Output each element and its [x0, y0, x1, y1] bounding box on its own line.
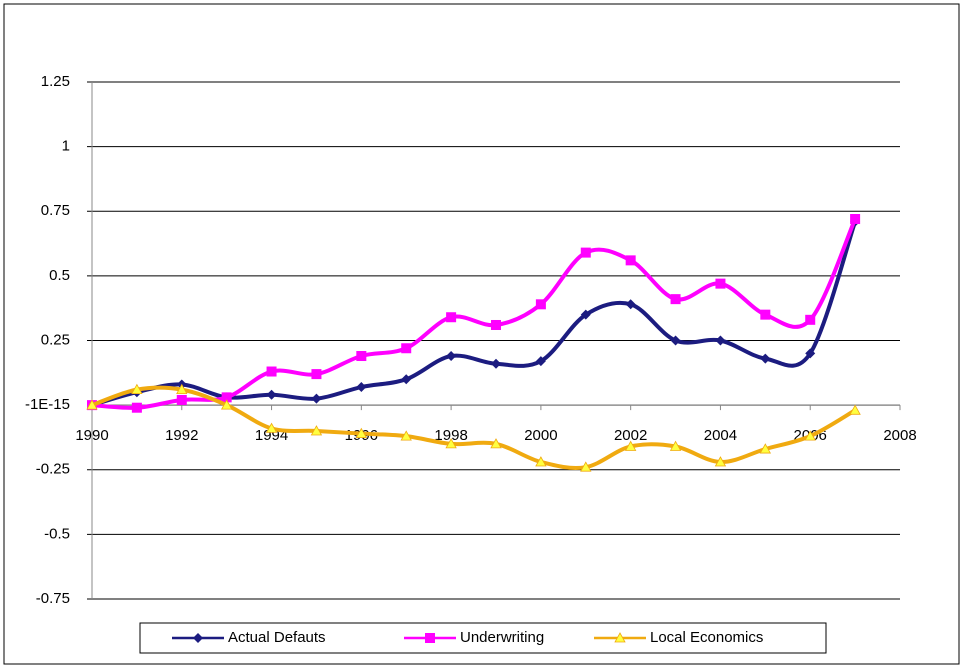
marker	[670, 294, 681, 305]
marker	[535, 299, 546, 310]
marker	[266, 389, 277, 400]
marker	[401, 343, 412, 354]
marker	[624, 440, 637, 451]
marker	[445, 438, 457, 449]
legend-marker	[425, 633, 435, 643]
legend-label: Underwriting	[460, 629, 544, 646]
marker	[490, 438, 502, 449]
x-tick-label: 1990	[75, 427, 108, 444]
marker	[580, 247, 591, 258]
marker	[850, 214, 861, 225]
y-tick-label: 0.25	[41, 331, 70, 348]
marker	[131, 383, 143, 395]
marker	[176, 394, 187, 405]
marker	[625, 299, 636, 310]
series-line	[91, 385, 857, 470]
marker	[535, 456, 547, 467]
marker	[805, 348, 816, 359]
x-tick-label: 2002	[614, 427, 647, 444]
marker	[310, 425, 323, 436]
y-tick-label: -0.25	[36, 461, 70, 478]
x-tick-label: 2004	[704, 427, 737, 444]
marker	[759, 443, 772, 454]
marker	[715, 335, 726, 346]
marker	[669, 440, 682, 451]
marker	[535, 356, 546, 367]
marker	[311, 393, 322, 404]
marker	[400, 430, 412, 441]
marker	[670, 335, 681, 346]
marker	[265, 422, 278, 433]
marker	[580, 309, 591, 320]
legend-box	[139, 622, 827, 654]
y-tick-label: 0.5	[49, 267, 70, 284]
marker	[86, 399, 98, 410]
marker	[220, 399, 233, 410]
marker	[266, 366, 277, 377]
y-tick-label: 0.75	[41, 202, 70, 219]
marker	[491, 319, 501, 330]
legend-marker	[193, 633, 203, 643]
marker	[446, 351, 457, 362]
x-tick-label: 1998	[434, 427, 467, 444]
marker	[356, 351, 367, 362]
marker	[580, 461, 592, 472]
chart-frame	[3, 3, 960, 665]
marker	[625, 255, 636, 266]
y-tick-label: -0.75	[36, 590, 70, 607]
marker	[715, 278, 726, 289]
marker	[849, 404, 861, 415]
legend-marker	[614, 632, 626, 643]
x-tick-label: 2000	[524, 427, 557, 444]
marker	[760, 309, 771, 320]
marker	[131, 402, 142, 413]
marker	[221, 392, 232, 403]
x-tick-label: 2008	[883, 427, 916, 444]
y-tick-label: 1	[62, 138, 70, 155]
y-tick-label: -0.5	[44, 525, 70, 542]
marker	[356, 382, 367, 393]
marker	[355, 427, 368, 438]
y-tick-label: -1E-15	[25, 396, 70, 413]
marker	[760, 353, 771, 364]
marker	[401, 374, 412, 385]
marker	[804, 430, 816, 441]
marker	[446, 312, 457, 323]
legend-label: Actual Defauts	[228, 629, 326, 646]
y-tick-label: 1.25	[41, 73, 70, 90]
legend-label: Local Economics	[650, 629, 763, 646]
x-tick-label: 1992	[165, 427, 198, 444]
marker	[311, 369, 322, 380]
marker	[805, 314, 816, 325]
marker	[491, 358, 501, 369]
marker	[176, 383, 188, 395]
marker	[714, 456, 727, 467]
